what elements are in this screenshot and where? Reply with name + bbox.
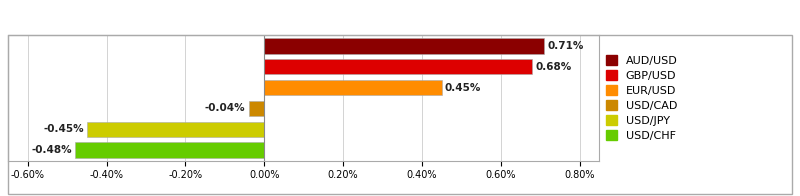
Bar (264, 59, 532, 74)
Bar (87, 122, 264, 137)
Text: -0.45%: -0.45% (43, 124, 84, 134)
Text: 0.45%: 0.45% (445, 83, 482, 93)
Bar (75, 142, 264, 158)
Text: 0.68%: 0.68% (535, 62, 572, 72)
Text: -0.48%: -0.48% (31, 145, 72, 155)
Legend: AUD/USD, GBP/USD, EUR/USD, USD/CAD, USD/JPY, USD/CHF: AUD/USD, GBP/USD, EUR/USD, USD/CAD, USD/… (603, 53, 680, 143)
Bar (264, 80, 442, 95)
Bar (249, 101, 264, 116)
Text: -0.04%: -0.04% (205, 103, 246, 113)
Bar (264, 38, 544, 54)
Text: 0.71%: 0.71% (547, 41, 584, 51)
Text: Benchmark Currency Rates - Daily Gainers & Losers: Benchmark Currency Rates - Daily Gainers… (206, 12, 594, 25)
